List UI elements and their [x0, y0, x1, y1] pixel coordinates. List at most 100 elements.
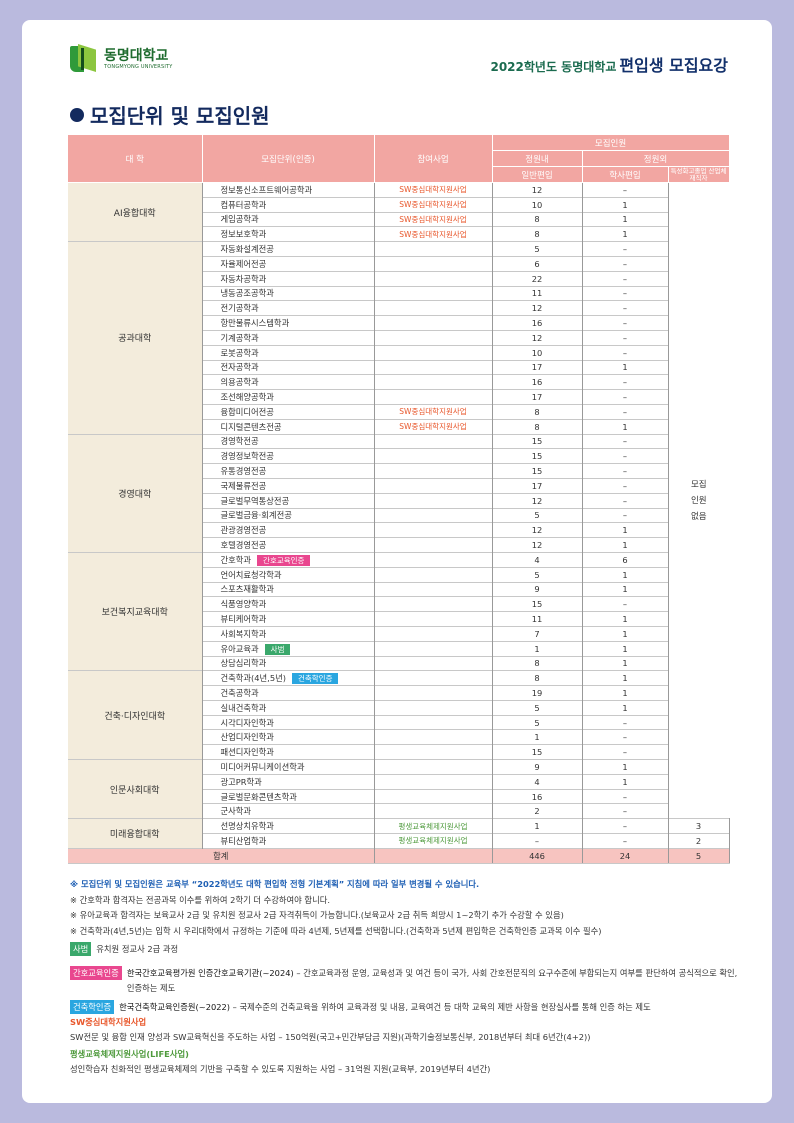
unit-cell: 국제물류전공	[201, 477, 375, 494]
teacher-badge: 사범	[70, 942, 92, 956]
bullet-icon	[70, 107, 84, 122]
unit-name: 유아교육과	[220, 643, 259, 654]
general-count: 12	[491, 522, 583, 538]
bachelor-count: –	[581, 255, 669, 272]
header-college: 대 학	[68, 134, 203, 183]
general-count: 8	[491, 418, 583, 435]
unit-name: 자동화설계전공	[220, 244, 274, 255]
project-cell	[373, 300, 493, 316]
project-cell	[373, 551, 493, 568]
general-count: 1	[491, 729, 583, 745]
project-cell	[373, 685, 493, 701]
unit-name: 자동차공학과	[220, 273, 267, 284]
unit-name: 식품영양학과	[220, 599, 267, 610]
general-count: 9	[491, 581, 583, 597]
unit-cell: 게임공학과	[201, 211, 375, 227]
nursing-text: – 간호교육과정 운영, 교육성과 및 여건 등이 국가, 사회 간호전문직의 …	[126, 968, 738, 993]
logo-name-en: TONGMYONG UNIVERSITY	[104, 63, 173, 70]
table-row: 언어치료청각학과 5 1	[68, 566, 729, 583]
recruitment-table: 대 학 모집단위(인증) 참여사업 모집인원 정원내 정원외 일반편입 학사편입…	[68, 134, 730, 864]
unit-name: 건축학과(4년,5년)	[220, 673, 286, 684]
unit-name: 스포츠재활학과	[220, 584, 274, 595]
unit-name: 뷰티케어학과	[220, 614, 267, 624]
bachelor-count: –	[581, 344, 669, 361]
table-row: 컴퓨터공학과 SW중심대학지원사업 10 1	[68, 196, 729, 213]
table-row: 로봇공학과 10–	[68, 344, 729, 361]
project-cell	[373, 596, 493, 612]
table-row: 미래융합대학 선명상치유학과 평생교육체제지원사업 1–3	[68, 818, 730, 849]
unit-cell: 자율제어전공	[201, 255, 375, 272]
general-count: 16	[491, 374, 583, 390]
unit-name: 의용공학과	[220, 377, 259, 388]
project-cell	[373, 522, 493, 538]
table-row: 뷰티케어학과 11 1	[68, 611, 729, 627]
bachelor-count: 1	[581, 773, 669, 790]
bachelor-count: –	[581, 329, 669, 346]
unit-name: 간호학과	[220, 554, 252, 565]
document-title: 2022학년도 동명대학교 편입생 모집요강	[490, 52, 728, 76]
certification-badge: 사범	[264, 643, 291, 655]
unit-cell: 경영정보학전공	[201, 448, 375, 464]
sw-title: SW중심대학지원사업	[70, 1017, 147, 1027]
table-row: 공과대학 자동화설계전공 5–	[68, 241, 729, 435]
total-row: 합계 446 24 5	[68, 847, 730, 864]
general-count: 11	[491, 285, 583, 301]
project-cell	[373, 463, 493, 479]
unit-cell: 스포츠재활학과	[201, 581, 375, 597]
general-count: 7	[491, 625, 583, 642]
general-count: 12	[491, 329, 583, 346]
bachelor-count: –	[581, 270, 669, 287]
bachelor-count: 1	[581, 611, 669, 627]
logo-emblem-icon	[70, 44, 98, 74]
bachelor-count: –	[581, 477, 669, 494]
unit-name: 광고PR학과	[220, 776, 262, 787]
note-item: ※ 건축학과(4년,5년)는 입학 시 우리대학에서 규정하는 기준에 따라 4…	[70, 925, 602, 936]
table-row: 패션디자인학과 15–	[68, 744, 729, 760]
unit-name: 자율제어전공	[220, 258, 267, 269]
header-within: 정원내	[491, 150, 583, 167]
table-row: 기계공학과 12–	[68, 329, 729, 346]
general-count: 2	[491, 803, 583, 819]
college-cell: 경영대학	[68, 433, 203, 553]
university-logo: 동명대학교 TONGMYONG UNIVERSITY	[70, 44, 173, 74]
unit-name: 선명상치유학과	[220, 821, 274, 832]
project-cell	[373, 773, 493, 790]
table-row: 게임공학과 SW중심대학지원사업 8 1	[68, 211, 729, 227]
project-cell	[373, 759, 493, 775]
table-row: 식품영양학과 15–	[68, 596, 729, 612]
unit-cell: 유아교육과 사범	[201, 640, 375, 656]
project-cell	[373, 699, 493, 716]
general-count: 15	[491, 744, 583, 760]
bachelor-count: –	[581, 241, 669, 257]
bachelor-count: 1	[581, 537, 669, 553]
table-row: 광고PR학과 4 1	[68, 773, 729, 790]
general-count: 5	[491, 714, 583, 730]
life-title: 평생교육체제지원사업(LIFE사업)	[70, 1049, 189, 1059]
general-count: 6	[491, 255, 583, 272]
general-count: 4	[491, 551, 583, 568]
project-cell	[373, 255, 493, 272]
project-cell	[373, 477, 493, 494]
unit-cell: 유통경영전공	[201, 463, 375, 479]
project-cell	[373, 507, 493, 523]
general-count: 9	[491, 759, 583, 775]
certification-badge: 건축학인증	[291, 673, 339, 685]
table-row: 군사학과 2–	[68, 803, 729, 819]
table-row: 자율제어전공 6–	[68, 255, 729, 272]
table-row: 의용공학과 16–	[68, 374, 729, 390]
project-cell	[373, 433, 493, 449]
general-count: 11	[491, 611, 583, 627]
unit-name: 글로벌무역통상전공	[220, 495, 290, 506]
unit-cell: 자동차공학과	[201, 270, 375, 287]
unit-cell: 광고PR학과	[201, 773, 375, 790]
general-count: 15	[491, 596, 583, 612]
bachelor-count: 1	[581, 685, 669, 701]
unit-cell: 글로벌문화콘텐츠학과	[201, 788, 375, 804]
table-row: 산업디자인학과 1–	[68, 729, 729, 745]
general-count: 8	[491, 211, 583, 227]
table-row: 보건복지교육대학 간호학과 간호교육인증 4 6	[68, 551, 729, 671]
table-row: 관광경영전공 12 1	[68, 522, 729, 538]
general-count: 12	[491, 492, 583, 509]
table-row: 글로벌무역통상전공 12–	[68, 492, 729, 509]
unit-name: 경영정보학전공	[220, 451, 274, 462]
